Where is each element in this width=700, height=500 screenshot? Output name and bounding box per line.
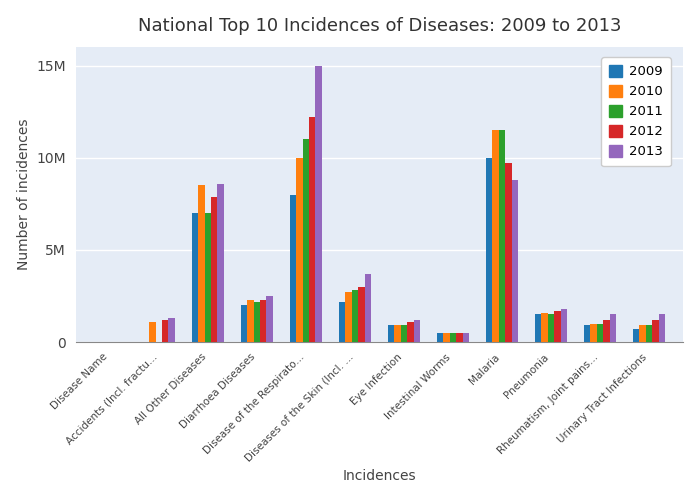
Title: National Top 10 Incidences of Diseases: 2009 to 2013: National Top 10 Incidences of Diseases: … xyxy=(138,16,621,34)
Bar xyxy=(365,274,371,342)
Bar xyxy=(401,326,407,342)
Bar xyxy=(603,320,610,342)
Bar xyxy=(591,324,597,342)
Bar xyxy=(211,196,218,342)
Bar xyxy=(394,326,401,342)
Bar xyxy=(584,326,591,342)
Bar xyxy=(561,309,567,342)
Bar xyxy=(535,314,541,342)
Bar xyxy=(345,292,352,342)
Bar xyxy=(597,324,603,342)
Bar xyxy=(260,300,267,342)
Bar xyxy=(541,312,548,342)
Bar xyxy=(296,158,302,342)
Bar xyxy=(659,314,665,342)
Bar xyxy=(450,333,456,342)
Bar xyxy=(253,302,260,342)
Bar xyxy=(492,130,499,342)
Bar xyxy=(407,322,414,342)
Legend: 2009, 2010, 2011, 2012, 2013: 2009, 2010, 2011, 2012, 2013 xyxy=(601,57,671,166)
Bar xyxy=(358,287,365,342)
Bar xyxy=(633,329,640,342)
Bar xyxy=(388,326,394,342)
Bar xyxy=(247,300,253,342)
Bar xyxy=(456,333,463,342)
Bar xyxy=(204,213,211,342)
Bar xyxy=(198,186,204,342)
Bar xyxy=(309,118,316,342)
Bar xyxy=(505,164,512,342)
X-axis label: Incidences: Incidences xyxy=(342,470,416,484)
Bar xyxy=(218,184,224,342)
Bar xyxy=(316,66,322,342)
Bar xyxy=(499,130,505,342)
Bar xyxy=(554,311,561,342)
Bar xyxy=(610,314,616,342)
Bar xyxy=(290,194,296,342)
Bar xyxy=(162,320,169,342)
Bar xyxy=(192,213,198,342)
Bar xyxy=(267,296,273,342)
Bar xyxy=(302,140,309,342)
Bar xyxy=(414,320,420,342)
Bar xyxy=(437,333,443,342)
Bar xyxy=(352,290,358,342)
Bar xyxy=(339,302,345,342)
Y-axis label: Number of incidences: Number of incidences xyxy=(17,119,31,270)
Bar xyxy=(512,180,518,342)
Bar xyxy=(652,320,659,342)
Bar xyxy=(640,326,646,342)
Bar xyxy=(548,314,554,342)
Bar xyxy=(443,333,450,342)
Bar xyxy=(169,318,175,342)
Bar xyxy=(241,305,247,342)
Bar xyxy=(486,158,492,342)
Bar xyxy=(463,333,469,342)
Bar xyxy=(646,326,652,342)
Bar xyxy=(149,322,155,342)
